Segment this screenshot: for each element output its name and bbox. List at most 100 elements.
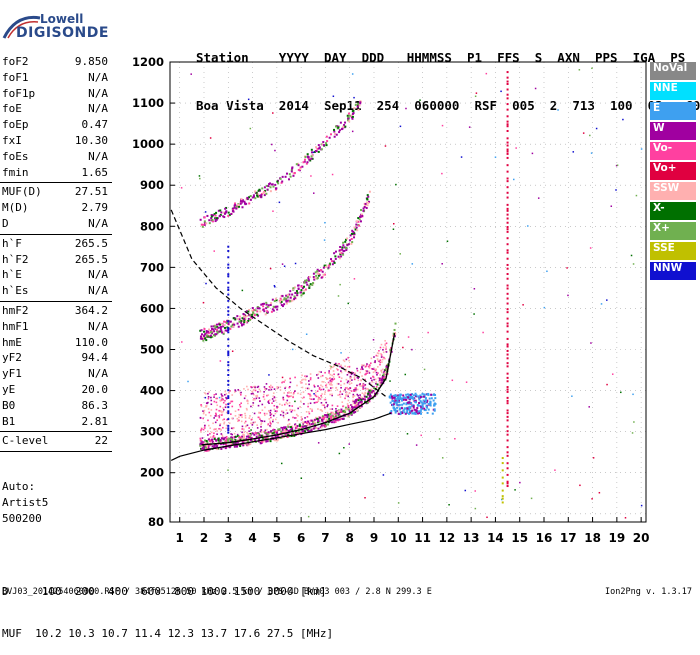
echo-point xyxy=(317,398,320,401)
echo-point xyxy=(328,372,330,374)
interference-point xyxy=(227,369,230,372)
echo-point xyxy=(271,298,274,301)
echo-point xyxy=(357,377,360,379)
echo-point xyxy=(333,135,336,138)
param-name: hmF2 xyxy=(2,303,29,317)
x-tick-label: 19 xyxy=(609,531,626,545)
echo-point xyxy=(358,396,361,399)
echo-point xyxy=(358,104,361,107)
echo-point xyxy=(238,205,241,208)
echo-point xyxy=(216,445,219,448)
echo-point xyxy=(244,317,247,320)
echo-point xyxy=(202,441,205,444)
echo-point xyxy=(217,330,220,333)
echo-point xyxy=(274,399,277,402)
echo-point xyxy=(406,407,409,410)
echo-point xyxy=(222,331,225,334)
echo-point xyxy=(203,330,206,333)
noise-point xyxy=(590,152,593,154)
echo-point xyxy=(333,413,335,415)
echo-point xyxy=(213,437,216,440)
param-name: foEp xyxy=(2,118,29,132)
echo-point xyxy=(250,313,253,316)
echo-point xyxy=(340,364,342,367)
echo-point xyxy=(227,440,230,443)
echo-point xyxy=(360,379,362,381)
echo-point xyxy=(331,416,334,419)
echo-point xyxy=(336,389,339,391)
echo-point xyxy=(220,414,223,416)
file-info: BVJ03_2014254060000.RSF / 384fx512h 50 k… xyxy=(2,587,432,597)
echo-point xyxy=(347,356,349,359)
echo-point xyxy=(336,368,339,371)
echo-point xyxy=(343,409,346,412)
echo-point xyxy=(246,197,249,200)
echo-point xyxy=(405,411,408,414)
echo-point xyxy=(269,409,272,412)
echo-point xyxy=(244,420,247,423)
echo-point xyxy=(221,394,223,397)
echo-point xyxy=(321,270,324,273)
y-tick-label: 1100 xyxy=(132,96,164,110)
echo-point xyxy=(276,430,279,433)
echo-point xyxy=(352,400,355,403)
echo-point xyxy=(423,393,426,396)
echo-point xyxy=(407,408,410,411)
echo-point xyxy=(340,386,342,389)
noise-point xyxy=(213,250,215,252)
plot-frame xyxy=(169,61,647,523)
echo-point xyxy=(307,156,310,159)
echo-point xyxy=(324,398,327,401)
echo-point xyxy=(305,279,308,282)
echo-point xyxy=(355,399,358,402)
echo-point xyxy=(206,441,209,444)
x-tick-label: 9 xyxy=(370,531,378,545)
echo-point xyxy=(254,197,257,200)
header-value: 2014 xyxy=(278,98,324,113)
noise-point xyxy=(272,112,274,114)
echo-point xyxy=(357,379,360,382)
echo-point xyxy=(293,409,296,412)
noise-point xyxy=(557,109,559,111)
echo-point xyxy=(276,387,279,390)
echo-point xyxy=(317,150,320,153)
echo-point xyxy=(328,383,331,386)
echo-point xyxy=(275,187,278,190)
echo-point xyxy=(312,272,315,275)
echo-point xyxy=(222,407,224,409)
header-label: IGA xyxy=(632,50,671,65)
echo-point xyxy=(396,397,399,400)
echo-point xyxy=(224,393,226,396)
interference-point xyxy=(506,237,509,240)
echo-point xyxy=(389,348,392,351)
echo-point xyxy=(318,388,321,390)
echo-point xyxy=(320,402,323,404)
echo-point xyxy=(213,396,215,398)
interference-point xyxy=(506,249,509,252)
echo-point xyxy=(217,437,220,440)
echo-point xyxy=(272,420,274,423)
echo-point xyxy=(346,415,349,418)
echo-point xyxy=(219,213,222,216)
echo-point xyxy=(239,202,242,205)
param-name: B0 xyxy=(2,398,16,412)
echo-point xyxy=(306,283,309,286)
echo-point xyxy=(294,376,296,379)
echo-point xyxy=(200,404,202,406)
echo-point xyxy=(310,429,313,432)
echo-point xyxy=(367,387,369,390)
noise-point xyxy=(624,517,627,519)
echo-point xyxy=(271,308,274,311)
echo-point xyxy=(301,292,304,295)
echo-point xyxy=(347,395,349,398)
echo-point xyxy=(368,367,371,369)
echo-point xyxy=(267,399,270,402)
echo-point xyxy=(203,327,206,330)
echo-point xyxy=(360,385,363,387)
echo-point xyxy=(246,431,248,434)
interference-point xyxy=(227,273,230,276)
echo-point xyxy=(323,398,326,401)
autoscaling-info: Auto: Artist5 500200 xyxy=(2,479,48,527)
echo-point xyxy=(263,398,266,401)
echo-point xyxy=(255,395,257,397)
